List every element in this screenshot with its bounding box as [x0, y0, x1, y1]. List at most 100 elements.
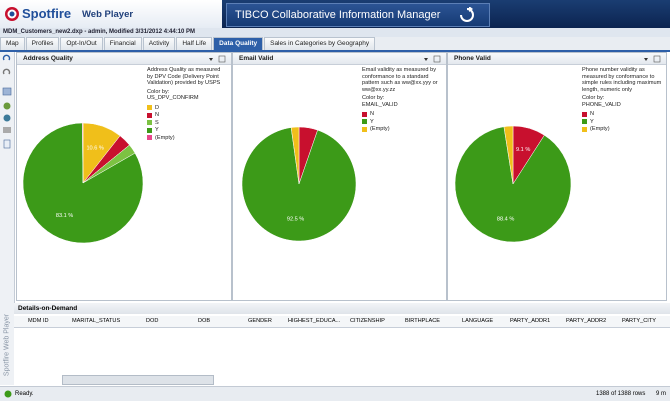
menu-arrow[interactable] — [209, 58, 213, 61]
color-by-label: Color by: — [147, 88, 170, 95]
toolbar-icons[interactable] — [0, 52, 14, 152]
panel: Email Valid 92.5 % Email validity as measu… — [232, 52, 447, 301]
panel-header: Phone Valid — [448, 53, 666, 65]
legend-toggle[interactable] — [653, 55, 661, 63]
legend-item[interactable]: D — [147, 105, 227, 112]
banner-text: TIBCO Collaborative Information Manager — [235, 9, 441, 21]
column-header[interactable]: PARTY_ADDR1 — [510, 318, 551, 324]
legend-item[interactable]: N — [362, 111, 442, 118]
column-header[interactable]: LANGUAGE — [462, 318, 494, 324]
color-by-label: Color by: — [362, 95, 385, 101]
legend-toggle[interactable] — [218, 55, 226, 63]
file-info-bar: MDM_Customers_new2.dxp - admin, Modified… — [0, 28, 670, 37]
legend: Phone number validity as measured by con… — [582, 67, 662, 133]
logo-icon — [5, 7, 19, 21]
legend-item[interactable]: S — [147, 120, 227, 127]
refresh-icon[interactable] — [457, 7, 479, 23]
pie-slice — [241, 127, 357, 242]
product-name: Spotfire — [22, 6, 72, 21]
horizontal-scrollbar[interactable] — [62, 375, 214, 385]
column-header[interactable]: CITIZENSHIP — [350, 318, 385, 324]
legend-description: Phone number validity as measured by con… — [582, 67, 662, 93]
slice-label: 83.1 % — [56, 213, 73, 219]
panel: Address Quality 10.6 % 83.1 % Address Quali… — [16, 52, 232, 301]
pie-slice — [503, 125, 514, 185]
status-ready: Ready. — [15, 391, 34, 397]
tab[interactable]: Data Quality — [213, 37, 264, 50]
status-bar: Ready. 1388 of 1388 rows 9 m — [0, 386, 670, 401]
menu-arrow[interactable] — [644, 58, 648, 61]
panel-header: Address Quality — [17, 53, 231, 65]
color-by-column: EMAIL_VALID — [362, 101, 398, 108]
legend-item[interactable]: N — [582, 111, 662, 118]
column-header[interactable]: PARTY_ADDR2 — [566, 318, 607, 324]
status-extra: 9 m — [656, 391, 667, 397]
tab[interactable]: Activity — [142, 37, 176, 50]
tab-bar: Map Profiles Opt-In/Out Financial Activity Ha… — [0, 37, 670, 52]
column-header[interactable]: DOD — [146, 318, 159, 324]
tab[interactable]: Half Life — [176, 37, 213, 50]
slice-label: 88.4 % — [497, 217, 514, 223]
legend-swatch — [362, 126, 367, 132]
legend-description: Email validity as measured by conformanc… — [362, 67, 438, 93]
column-header[interactable]: MDM ID — [28, 318, 49, 324]
color-by-column: US_DPV_CONFIRM — [147, 95, 199, 101]
column-header[interactable]: GENDER — [248, 318, 272, 324]
left-toolbar — [0, 52, 15, 300]
status-icon — [4, 390, 12, 398]
header-logo-area: Spotfire Web Player — [0, 0, 222, 28]
column-header[interactable]: HIGHEST_EDUCA... — [288, 318, 341, 324]
column-header-row: MDM ID MARITAL_STATUS DOD DOB GENDER HIGHEST_… — [14, 316, 670, 328]
legend-toggle[interactable] — [433, 55, 441, 63]
legend-swatch — [362, 111, 367, 117]
column-header[interactable]: MARITAL_STATUS — [72, 318, 121, 324]
legend-item[interactable]: (Empty) — [147, 135, 227, 142]
details-title: Details-on-Demand — [14, 303, 670, 314]
side-label: Spotfire Web Player — [3, 313, 11, 377]
column-header[interactable]: BIRTHPLACE — [405, 318, 441, 324]
legend-swatch — [362, 119, 367, 125]
tab[interactable]: Opt-In/Out — [60, 37, 103, 50]
legend-label: D — [155, 104, 160, 111]
legend-item[interactable]: Y — [147, 127, 227, 134]
legend-label: Y — [590, 118, 594, 125]
legend-label: (Empty) — [370, 126, 390, 132]
color-by-column: PHONE_VALID — [582, 101, 621, 108]
legend-swatch — [147, 127, 152, 133]
legend-swatch — [147, 120, 152, 126]
legend-label: (Empty) — [155, 134, 175, 141]
pie-slice — [454, 126, 572, 243]
file-info: MDM_Customers_new2.dxp - admin, Modified… — [3, 29, 196, 35]
tab[interactable]: Profiles — [25, 37, 60, 50]
slice-label: 10.6 % — [86, 145, 103, 151]
tab[interactable]: Financial — [103, 37, 142, 50]
panel-title: Address Quality — [23, 55, 73, 62]
panel: Phone Valid 9.1 % 88.4 % Phone number valid… — [447, 52, 667, 301]
panel-header: Email Valid — [233, 53, 446, 65]
legend-description: Address Quality as measured by DPV Code … — [147, 67, 221, 86]
legend-item[interactable]: Y — [362, 119, 442, 126]
column-header[interactable]: DOB — [198, 318, 211, 324]
legend-swatch — [582, 126, 587, 132]
banner-box: TIBCO Collaborative Information Manager — [226, 3, 490, 27]
legend: Email validity as measured by conformanc… — [362, 67, 442, 133]
legend-item[interactable]: Y — [582, 119, 662, 126]
legend-label: Y — [370, 118, 374, 125]
column-header[interactable]: PARTY_CITY — [622, 318, 656, 324]
legend: Address Quality as measured by DPV Code … — [147, 67, 227, 141]
legend-label: S — [155, 119, 159, 126]
pie-chart: 10.6 % 83.1 % — [22, 55, 226, 244]
menu-arrow[interactable] — [424, 58, 428, 61]
pie-chart: 9.1 % 88.4 % — [454, 55, 661, 243]
tab[interactable]: Map — [0, 37, 25, 50]
slice-label: 92.5 % — [287, 217, 304, 223]
legend-item[interactable]: N — [147, 112, 227, 119]
product-suffix: Web Player — [82, 9, 134, 20]
tab[interactable]: Sales in Categories by Geography — [264, 37, 376, 50]
panel-title: Phone Valid — [454, 55, 491, 62]
legend-label: Y — [155, 127, 159, 133]
legend-item[interactable]: (Empty) — [362, 126, 442, 133]
pie-slice — [81, 122, 84, 184]
legend-item[interactable]: (Empty) — [582, 126, 662, 133]
